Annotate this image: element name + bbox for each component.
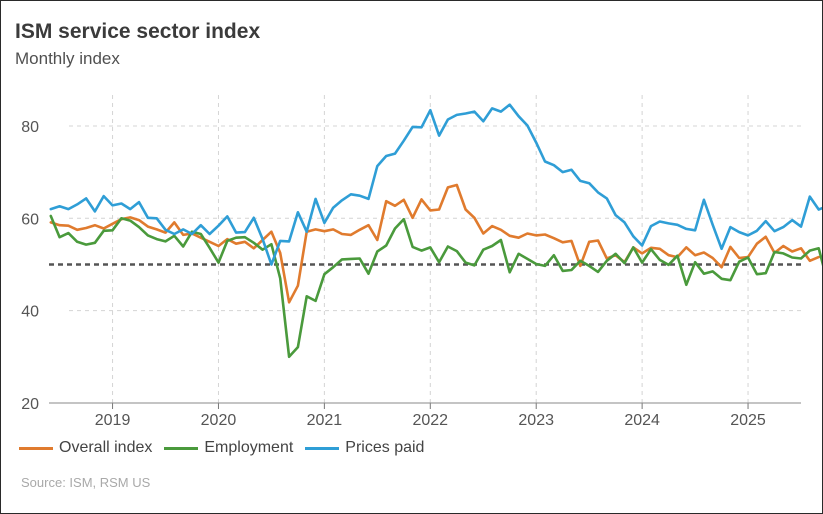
x-tick-label: 2022 [412, 412, 448, 429]
legend-swatch-prices [305, 446, 340, 450]
y-tick-label: 40 [21, 304, 39, 321]
x-tick-label: 2020 [201, 412, 237, 429]
legend-swatch-employment [164, 446, 199, 450]
legend-item-prices: Prices paid [305, 439, 424, 457]
x-tick-label: 2023 [518, 412, 554, 429]
series-line-employment [49, 214, 822, 359]
chart-source: Source: ISM, RSM US [21, 475, 151, 490]
legend-item-overall: Overall index [19, 439, 152, 457]
legend-label-employment: Employment [204, 439, 294, 456]
chart-legend: Overall index Employment Prices paid [19, 439, 436, 457]
series-line-prices [49, 103, 822, 266]
x-tick-label: 2021 [307, 412, 343, 429]
x-tick-label: 2024 [624, 412, 660, 429]
chart-title: ISM service sector index [15, 20, 261, 43]
legend-label-prices: Prices paid [345, 439, 425, 456]
chart-subtitle: Monthly index [15, 49, 120, 68]
y-tick-label: 80 [21, 119, 39, 136]
series-line-overall [49, 183, 821, 304]
legend-label-overall: Overall index [59, 439, 153, 456]
x-tick-label: 2019 [95, 412, 131, 429]
y-tick-label: 20 [21, 396, 39, 413]
legend-swatch-overall [19, 446, 53, 450]
y-tick-label: 60 [21, 211, 39, 228]
legend-item-employment: Employment [164, 439, 293, 457]
x-tick-label: 2025 [730, 412, 766, 429]
